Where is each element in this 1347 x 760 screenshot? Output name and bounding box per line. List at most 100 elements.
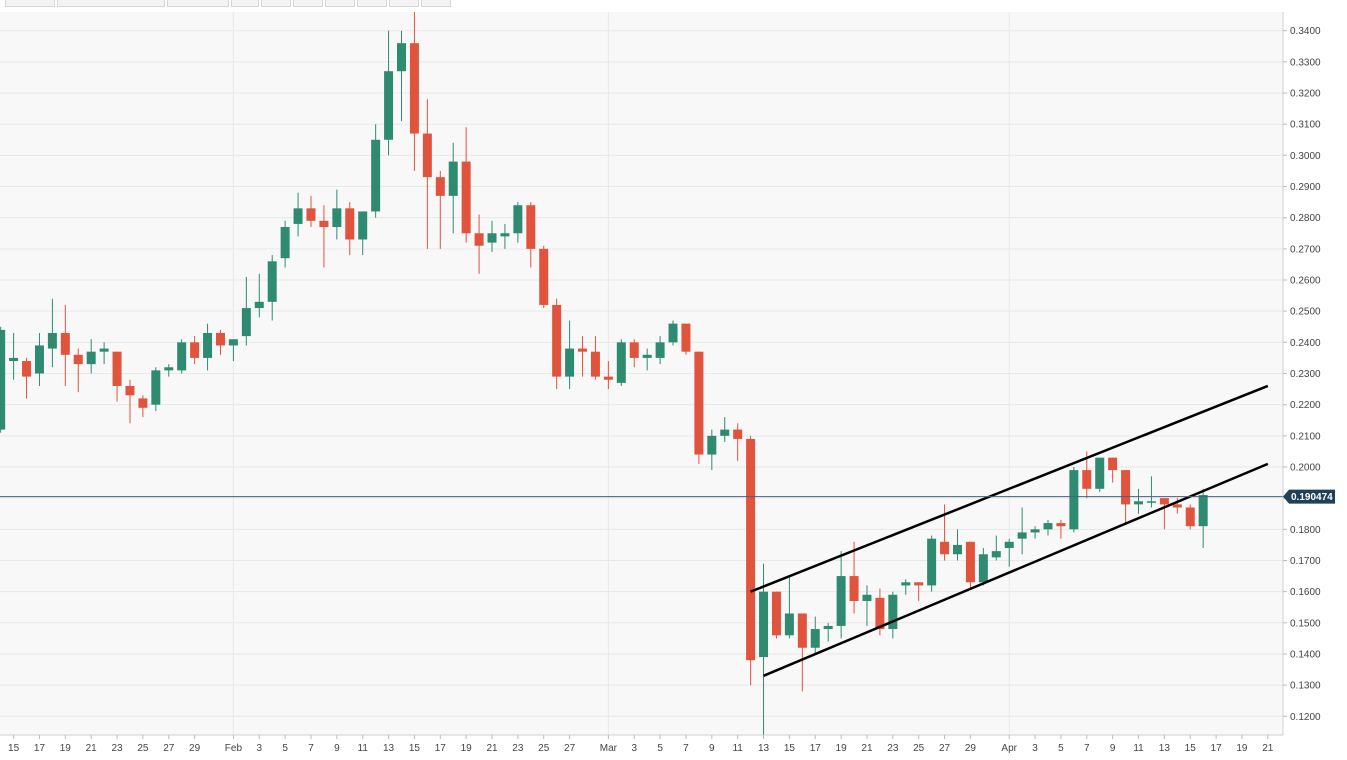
x-tick-label: 5 — [1058, 743, 1064, 754]
candle-body — [1030, 529, 1040, 533]
chart-toolbar — [0, 0, 451, 9]
candle-up — [203, 323, 213, 371]
candle-body — [345, 208, 355, 240]
candle-body — [694, 351, 704, 455]
candle-down — [422, 99, 432, 249]
candle-up — [500, 223, 510, 249]
candle-body — [409, 43, 419, 134]
x-tick-label: 9 — [709, 743, 715, 754]
candle-body — [810, 629, 820, 648]
candle-body — [849, 576, 859, 601]
candle-body — [474, 233, 484, 246]
x-tick-label: 17 — [810, 743, 822, 754]
x-tick-label: 7 — [1084, 743, 1090, 754]
candle-down — [552, 298, 562, 390]
y-tick-label: 0.2300 — [1290, 369, 1321, 380]
candle-body — [940, 541, 950, 555]
candle-body — [47, 332, 57, 349]
candle-down — [578, 336, 588, 377]
x-tick-label: 11 — [732, 743, 743, 754]
x-tick-label: 17 — [435, 743, 447, 754]
y-tick-label: 0.2800 — [1290, 213, 1321, 224]
zoom-in-button[interactable] — [261, 0, 291, 7]
candle-down — [603, 361, 613, 390]
y-tick-label: 0.1800 — [1290, 525, 1321, 536]
candle-down — [461, 127, 471, 243]
indicators-button[interactable] — [167, 0, 229, 7]
y-tick-label: 0.3400 — [1290, 26, 1321, 37]
candle-up — [1069, 466, 1079, 533]
candle-body — [629, 342, 639, 358]
candle-body — [241, 308, 251, 337]
candle-body — [565, 348, 575, 377]
candle-up — [1004, 538, 1014, 567]
y-tick-label: 0.1300 — [1290, 681, 1321, 692]
candle-down — [746, 435, 756, 686]
y-axis: 0.1200 0.1300 0.1400 0.1500 0.1600 0.1700 0.18… — [1283, 26, 1321, 723]
y-tick-label: 0.1400 — [1290, 649, 1321, 660]
x-axis: 15 17 19 21 23 25 27 29 Feb 3 5 7 9 11 13 15 17 19 21 23 25 2… — [8, 735, 1274, 754]
x-tick-label: Apr — [1001, 743, 1017, 754]
x-tick-label: 13 — [1159, 743, 1171, 754]
x-tick-label: 19 — [1236, 743, 1248, 754]
candle-body — [552, 304, 562, 377]
candle-body — [73, 354, 83, 365]
y-tick-label: 0.1500 — [1290, 618, 1321, 629]
candle-up — [1030, 526, 1040, 539]
candle-body — [681, 323, 691, 352]
candle-body — [203, 332, 213, 358]
candle-down — [1108, 457, 1118, 483]
candle-body — [888, 594, 898, 630]
candle-up — [293, 192, 303, 237]
candle-up — [241, 276, 251, 346]
candle-body — [0, 329, 6, 430]
candle-up — [9, 332, 19, 380]
reset-button[interactable] — [325, 0, 355, 7]
y-tick-label: 0.2000 — [1290, 462, 1321, 473]
fullscreen-button[interactable] — [421, 0, 451, 7]
candle-body — [60, 332, 70, 355]
candle-body — [952, 544, 962, 555]
candle-up — [86, 339, 96, 374]
candle-up — [823, 622, 833, 642]
candle-body — [397, 43, 406, 72]
x-tick-label: 9 — [1110, 743, 1116, 754]
x-tick-label: 15 — [409, 743, 421, 754]
candle-up — [513, 202, 523, 243]
candle-body — [1069, 470, 1079, 530]
candle-down — [629, 339, 639, 368]
candle-up — [862, 585, 872, 626]
draw-tool-button[interactable] — [231, 0, 259, 7]
candle-body — [771, 591, 781, 636]
candle-body — [358, 211, 368, 240]
candle-body — [1159, 498, 1169, 505]
trendlines — [750, 384, 1269, 677]
x-tick-label: 5 — [282, 743, 288, 754]
settings-button[interactable] — [357, 0, 387, 7]
candle-body — [86, 351, 96, 365]
candle-body — [215, 332, 225, 346]
candle-body — [112, 351, 122, 386]
y-tick-label: 0.1700 — [1290, 556, 1321, 567]
x-tick-label: 21 — [1262, 743, 1274, 754]
current-price-tag: 0.190474 — [1283, 489, 1335, 504]
y-tick-label: 0.2900 — [1290, 182, 1321, 193]
candle-up — [151, 367, 161, 411]
candle-up — [332, 189, 342, 240]
x-tick-label: 25 — [538, 743, 550, 754]
candle-up — [34, 332, 44, 386]
chart-type-button[interactable] — [57, 0, 165, 7]
x-tick-label: 17 — [1211, 743, 1223, 754]
candle-down — [733, 423, 743, 461]
candle-up — [358, 211, 368, 256]
candle-down — [474, 214, 484, 274]
candle-down — [797, 613, 807, 692]
time-range-button[interactable] — [5, 0, 55, 7]
candle-up — [280, 220, 290, 268]
candle-up — [254, 273, 264, 318]
candle-body — [603, 376, 613, 380]
upper-channel-trendline — [750, 384, 1269, 593]
candle-up — [99, 342, 109, 365]
zoom-out-button[interactable] — [293, 0, 323, 7]
screenshot-button[interactable] — [389, 0, 419, 7]
